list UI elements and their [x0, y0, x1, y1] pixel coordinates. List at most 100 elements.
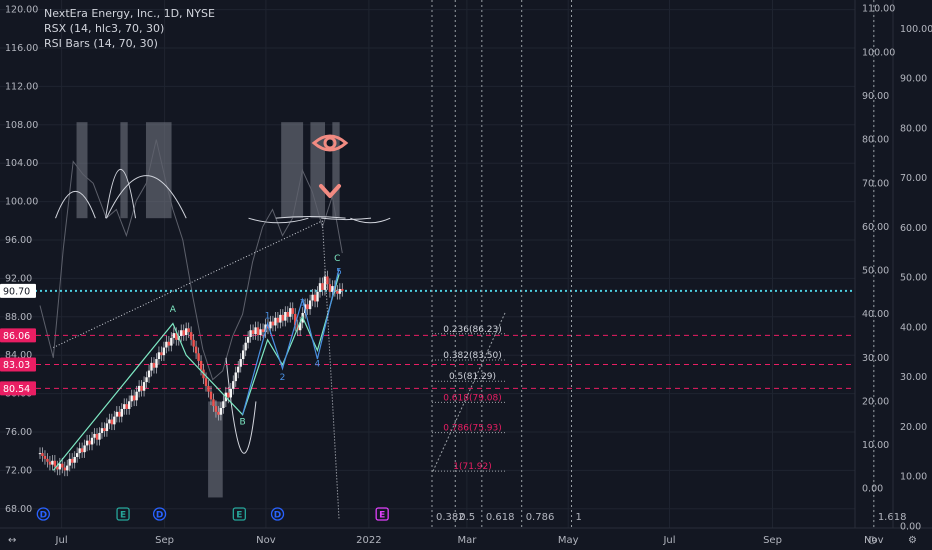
time-tick-label: Jul: [55, 535, 68, 546]
rsi-tick-label: 60.00: [900, 223, 927, 234]
candle-body: [259, 329, 262, 336]
price-tick-label: 100.00: [5, 197, 38, 208]
candle-body: [120, 408, 123, 417]
candle-body: [100, 428, 104, 433]
time-fib-label: 1.618: [878, 512, 907, 523]
price-tag-box: [0, 283, 36, 298]
candle-body: [308, 300, 312, 310]
timezone-icon: ◷: [868, 535, 877, 546]
symbol-title[interactable]: NextEra Energy, Inc., 1D, NYSE: [44, 7, 215, 20]
chevron-down-icon: [319, 184, 341, 198]
wave-label: 4: [315, 360, 321, 370]
candle-body: [194, 346, 198, 354]
fib-level-label: 0.5(81.29): [449, 372, 496, 382]
indicator-rsx[interactable]: RSX (14, hlc3, 70, 30): [44, 22, 165, 35]
candle-body: [90, 437, 94, 445]
candle-body: [311, 294, 314, 301]
rsi-tick-label: 90.00: [900, 74, 927, 85]
candle-body: [155, 359, 158, 368]
candle-body: [316, 291, 319, 302]
rsi-tick-label: 40.00: [900, 322, 927, 333]
candle-body: [135, 391, 138, 401]
rsx-tick-label: 10.00: [862, 440, 889, 451]
candle-body: [53, 460, 57, 467]
candle-body: [204, 378, 208, 386]
rsx-tick-label: 60.00: [862, 222, 889, 233]
candle-body: [71, 458, 74, 463]
candle-body: [313, 294, 317, 302]
candle-body: [246, 336, 250, 343]
candle-body: [217, 411, 220, 415]
candle-body: [284, 312, 287, 321]
fib-level-label: 0.618(79.08): [443, 393, 502, 403]
price-tag-label: 86.06: [3, 331, 30, 342]
candle-body: [279, 314, 282, 323]
fib-level-label: 0.382(83.50): [443, 351, 502, 361]
dividend-event-icon: [152, 507, 167, 521]
candle-body: [321, 283, 324, 290]
candle-body: [46, 458, 49, 462]
candle-body: [48, 461, 52, 465]
candle-body: [140, 385, 143, 391]
impulse-wave-line: [242, 268, 340, 415]
rsi-overbought-block: [208, 401, 223, 498]
rsi-tick-label: 0.00: [900, 522, 921, 533]
rsx-tick-label: 40.00: [862, 309, 889, 320]
chart-legend: NextEra Energy, Inc., 1D, NYSE RSX (14, …: [44, 6, 215, 51]
candle-body: [93, 433, 96, 438]
candle-body: [244, 342, 247, 351]
candle-body: [192, 339, 195, 347]
price-tag-label: 90.70: [3, 286, 30, 297]
candle-body: [51, 460, 54, 465]
candle-body: [172, 333, 176, 338]
candle-body: [328, 284, 332, 292]
candle-body: [78, 448, 81, 454]
rsi-tick-label: 50.00: [900, 273, 927, 284]
candle-body: [85, 440, 89, 446]
price-tick-label: 120.00: [5, 5, 38, 16]
candle-body: [189, 332, 193, 340]
candle-body: [323, 276, 327, 290]
rsi-tick-label: 100.00: [900, 24, 932, 35]
time-tick-label: Nov: [864, 535, 884, 546]
time-tick-label: Sep: [155, 535, 174, 546]
rsi-bars-layer: [76, 122, 340, 498]
candle-body: [229, 388, 232, 398]
candle-body: [239, 359, 242, 367]
wave-label: C: [334, 254, 340, 264]
candle-body: [184, 328, 188, 336]
candle-body: [251, 330, 255, 335]
candle-body: [105, 423, 109, 432]
candle-body: [150, 362, 153, 371]
earnings-event-icon: [232, 507, 246, 521]
candle-body: [331, 286, 334, 292]
candle-body: [294, 313, 297, 326]
candle-body: [289, 308, 292, 317]
candle-body: [256, 327, 260, 336]
rsi-tick-label: 70.00: [900, 173, 927, 184]
candle-body: [227, 392, 230, 398]
candle-body: [157, 352, 161, 360]
candle-body: [103, 428, 106, 432]
fibonacci-layer: 0.236(86.23) 0.382(83.50) 0.5(81.29) 0.618(…: [0, 0, 906, 528]
time-fib-label: 1: [576, 512, 582, 523]
candle-body: [152, 362, 156, 368]
candle-body: [170, 337, 173, 346]
candle-body: [132, 395, 136, 401]
wave-label: 2: [280, 373, 286, 383]
indicator-rsi-bars[interactable]: RSI Bars (14, 70, 30): [44, 37, 158, 50]
candle-body: [123, 404, 126, 409]
price-tick-label: 72.00: [5, 465, 32, 476]
rsx-tick-label: 20.00: [862, 396, 889, 407]
candle-body: [222, 401, 225, 408]
time-tick-label: May: [558, 535, 579, 546]
candle-body: [142, 382, 146, 391]
rsi-overbought-block: [310, 122, 326, 219]
candle-body: [182, 330, 185, 336]
candle-body: [160, 352, 163, 356]
candle-body: [115, 411, 119, 417]
candle-body: [219, 408, 223, 415]
rsi-tick-label: 30.00: [900, 372, 927, 383]
rsi-overbought-block: [120, 122, 128, 219]
